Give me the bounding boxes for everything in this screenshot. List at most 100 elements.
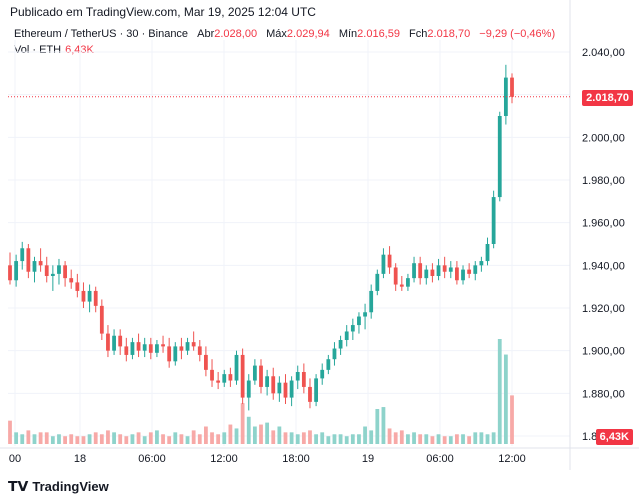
candle-body — [467, 269, 472, 274]
candle-body — [344, 331, 349, 340]
volume-bar — [167, 436, 172, 444]
candle-body — [424, 269, 429, 279]
candle-body — [442, 265, 447, 272]
volume-bar — [399, 430, 404, 444]
candle-body — [283, 382, 288, 398]
candle-body — [99, 305, 104, 334]
published-note: Publicado em TradingView.com, Mar 19, 20… — [10, 5, 316, 19]
candle-body — [491, 197, 496, 244]
volume-bar — [26, 430, 31, 444]
volume-bar — [44, 432, 49, 444]
candle-body — [106, 333, 110, 351]
candle-body — [69, 278, 74, 283]
volume-bar — [479, 432, 484, 444]
x-tick-label: 06:00 — [138, 453, 166, 465]
candle-body — [295, 372, 300, 381]
candle-body — [418, 263, 423, 279]
candle-body — [406, 278, 410, 287]
candle-body — [185, 342, 190, 351]
candle-body — [93, 290, 98, 306]
candle-body — [161, 344, 165, 347]
symbol-label[interactable]: Ethereum / TetherUS · 30 · Binance — [14, 28, 189, 40]
candle-body — [81, 290, 86, 302]
candle-body — [246, 380, 251, 398]
volume-bar — [418, 434, 423, 444]
volume-bar — [38, 432, 43, 444]
volume-bar — [320, 432, 325, 444]
x-tick-label: 18 — [74, 453, 86, 465]
candle-body — [57, 265, 61, 274]
candle-body — [75, 282, 80, 291]
tradingview-logo-icon: 𝗧𝗩 — [8, 478, 29, 494]
x-tick-label: 12:00 — [498, 453, 526, 465]
candle-body — [228, 374, 233, 381]
candle-body — [240, 354, 245, 398]
candle-body — [234, 354, 239, 381]
candle-body — [50, 273, 55, 276]
x-tick-label: 19 — [362, 453, 374, 465]
volume-bar — [136, 432, 141, 444]
volume-bar — [204, 426, 208, 444]
volume-bar — [308, 430, 312, 444]
x-tick-label: 12:00 — [210, 453, 238, 465]
candle-body — [393, 267, 398, 285]
volume-legend-label[interactable]: Vol · ETH — [14, 44, 62, 56]
candle-body — [350, 325, 355, 332]
candle-body — [112, 335, 116, 351]
candle-body — [259, 365, 263, 387]
x-tick-label: 06:00 — [426, 453, 454, 465]
candle-body — [191, 342, 196, 347]
candle-body — [277, 382, 282, 394]
volume-bar — [338, 434, 343, 444]
volume-bar — [497, 339, 502, 444]
candle-body — [436, 265, 441, 276]
volume-bar — [112, 432, 116, 444]
candle-body — [289, 380, 294, 398]
candle-body — [308, 386, 312, 402]
volume-bar — [455, 434, 459, 444]
last-volume-badge: 6,43K — [595, 429, 633, 445]
last-price-badge: 2.018,70 — [582, 90, 633, 106]
candle-body — [510, 77, 514, 97]
volume-bar — [124, 436, 129, 444]
candle-body — [412, 263, 416, 279]
volume-bar — [216, 434, 221, 444]
change-value: −9,29 (−0,46%) — [479, 28, 556, 40]
volume-bar — [234, 428, 239, 444]
volume-bar — [271, 430, 276, 444]
volume-bar — [20, 434, 25, 444]
volume-bar — [197, 434, 202, 444]
candle-body — [375, 273, 380, 291]
candle-body — [210, 369, 214, 381]
candle-body — [136, 342, 141, 351]
candle-body — [497, 116, 502, 198]
tradingview-brand[interactable]: 𝗧𝗩 TradingView — [8, 478, 109, 495]
candle-body — [204, 354, 208, 370]
candle-body — [363, 312, 367, 317]
volume-bar — [185, 436, 190, 444]
volume-bar — [436, 434, 441, 444]
volume-bar — [430, 436, 435, 444]
volume-bar — [344, 436, 349, 444]
y-tick-label: 1.880,00 — [582, 388, 625, 400]
volume-bar — [210, 432, 214, 444]
volume-bar — [467, 436, 472, 444]
volume-bar — [369, 430, 374, 444]
volume-bar — [191, 430, 196, 444]
low-value: 2.016,59 — [357, 28, 400, 40]
volume-bar — [259, 424, 263, 444]
volume-bar — [142, 436, 147, 444]
y-tick-label: 1.940,00 — [582, 260, 625, 272]
candle-body — [179, 346, 184, 351]
candle-body — [399, 284, 404, 287]
volume-bar — [32, 434, 37, 444]
volume-bar — [130, 434, 135, 444]
brand-label: TradingView — [32, 479, 109, 494]
y-tick-label: 1.920,00 — [582, 303, 625, 315]
x-tick-label: 00 — [9, 453, 21, 465]
candle-body — [130, 342, 135, 355]
candle-body — [479, 261, 484, 266]
volume-bar — [485, 434, 490, 444]
candle-body — [32, 261, 37, 272]
